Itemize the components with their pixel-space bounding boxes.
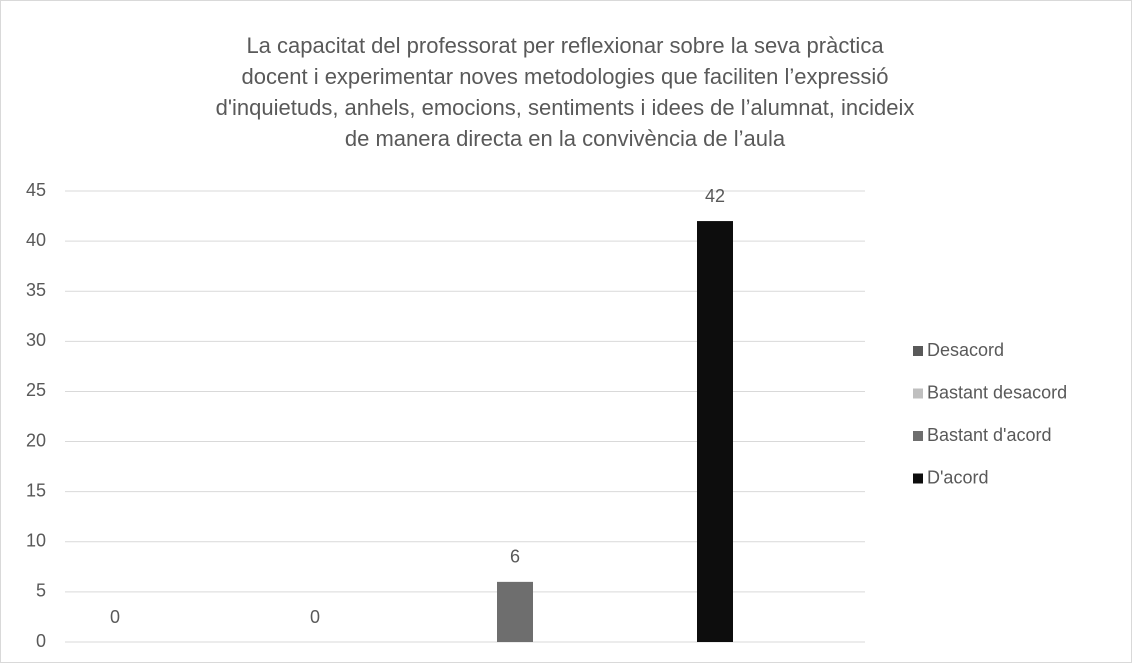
legend-label: Desacord <box>927 340 1004 360</box>
data-label: 42 <box>705 186 725 206</box>
y-tick-label: 30 <box>26 330 46 350</box>
bar <box>497 581 533 642</box>
legend-swatch <box>913 388 923 399</box>
y-tick-label: 5 <box>36 581 46 601</box>
data-label: 0 <box>110 607 120 627</box>
y-tick-label: 45 <box>26 180 46 200</box>
y-tick-label: 20 <box>26 430 46 450</box>
chart-title: d'inquietuds, anhels, emocions, sentimen… <box>216 95 915 120</box>
y-tick-label: 40 <box>26 230 46 250</box>
legend-label: Bastant desacord <box>927 382 1067 402</box>
y-tick-label: 0 <box>36 631 46 651</box>
legend-swatch <box>913 346 923 356</box>
data-label: 0 <box>310 607 320 627</box>
y-tick-label: 25 <box>26 380 46 400</box>
legend-label: Bastant d'acord <box>927 425 1052 445</box>
data-label: 6 <box>510 547 520 567</box>
chart-title: La capacitat del professorat per reflexi… <box>246 33 884 58</box>
legend-swatch <box>913 431 923 441</box>
y-tick-label: 10 <box>26 531 46 551</box>
legend-swatch <box>913 473 923 484</box>
chart-title: docent i experimentar noves metodologies… <box>242 64 889 89</box>
bar <box>697 221 733 643</box>
legend-label: D'acord <box>927 467 988 487</box>
y-tick-label: 35 <box>26 280 46 300</box>
y-tick-label: 15 <box>26 480 46 500</box>
chart-title: de manera directa en la convivència de l… <box>345 126 786 151</box>
